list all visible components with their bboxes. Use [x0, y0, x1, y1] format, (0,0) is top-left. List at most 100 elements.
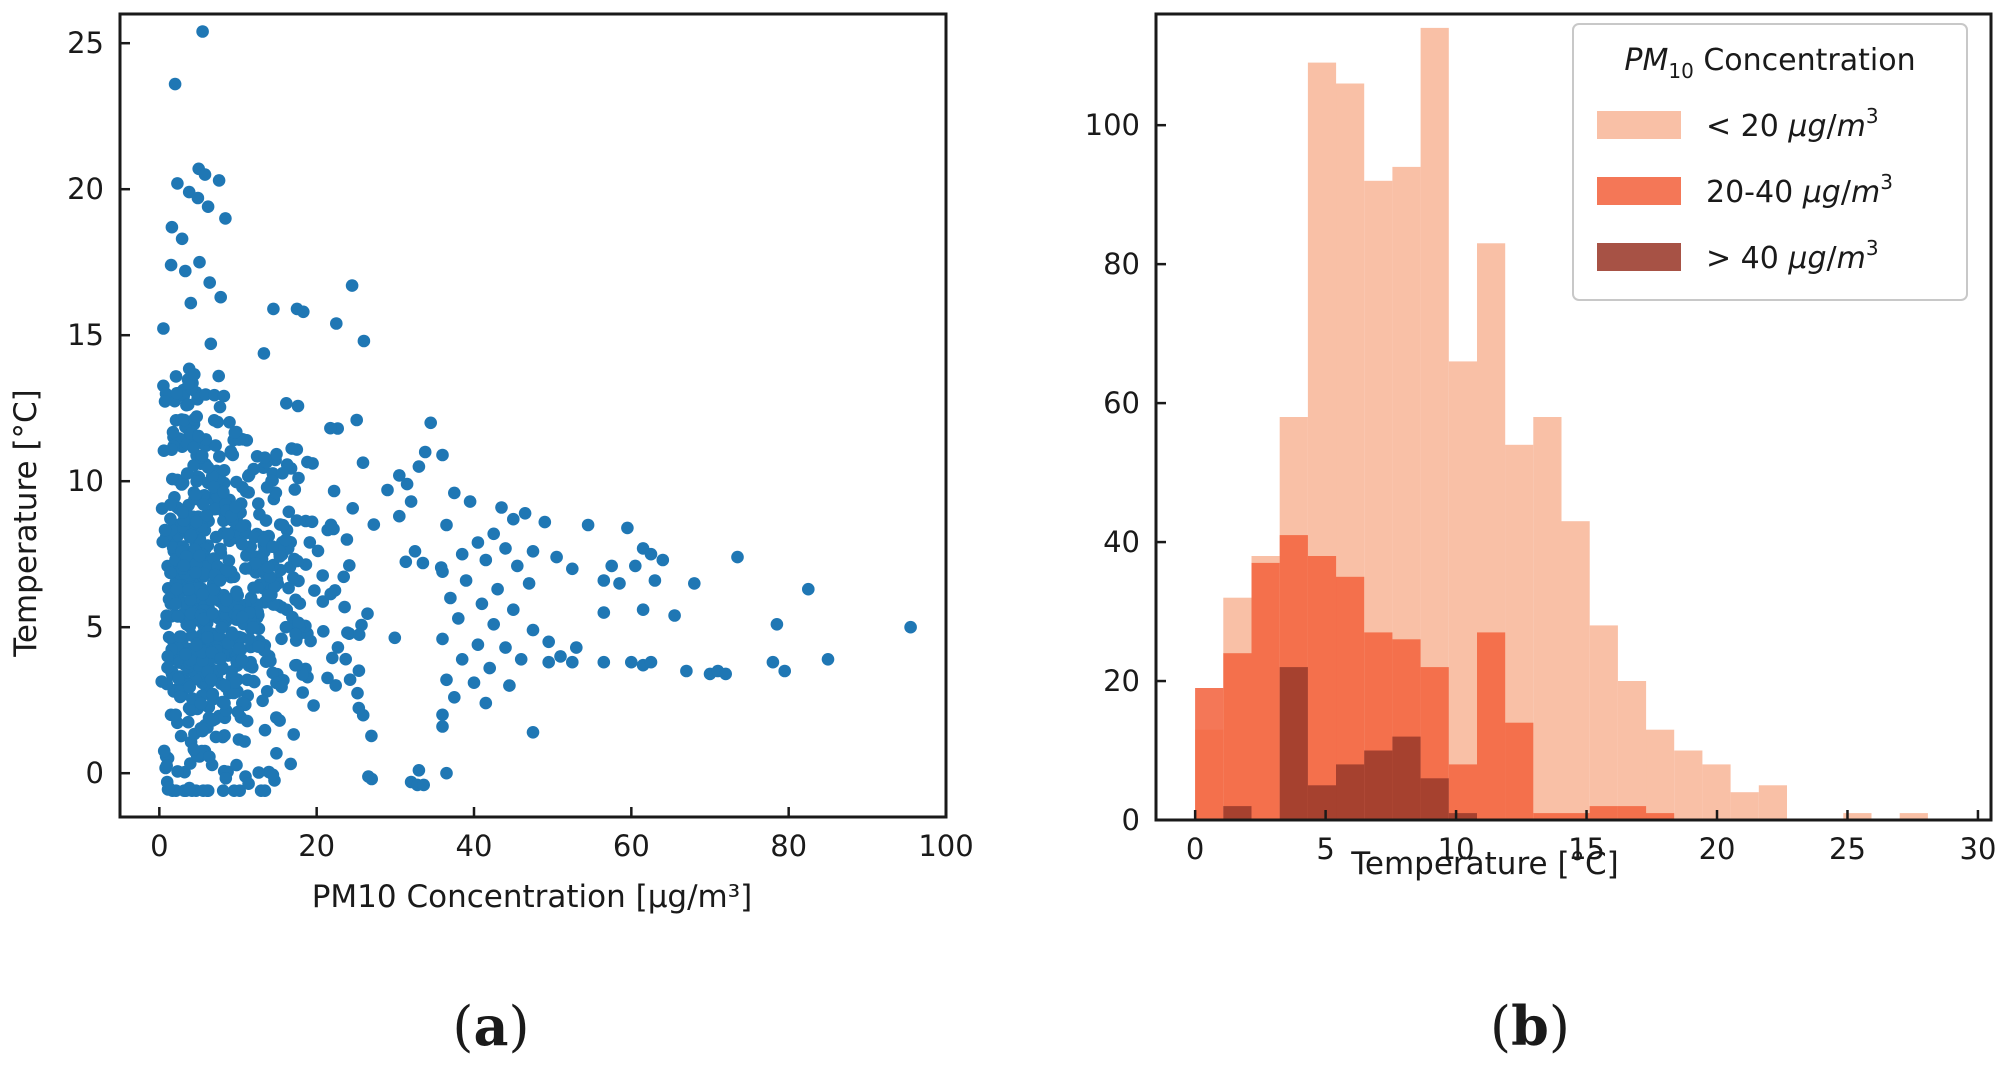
histogram-bar-mid	[1307, 556, 1337, 820]
scatter-y-tick-label: 10	[67, 464, 104, 498]
scatter-point	[171, 610, 185, 623]
scatter-point	[280, 397, 293, 410]
scatter-point	[404, 495, 418, 508]
histogram-bar-mid	[1223, 653, 1252, 820]
scatter-point	[289, 593, 302, 607]
scatter-point	[448, 486, 461, 500]
histogram-x-axis-label: Temperature [°C]	[1350, 846, 1619, 882]
scatter-point	[355, 618, 368, 632]
scatter-point	[317, 625, 330, 638]
scatter-point	[418, 445, 432, 459]
histogram-bar-mid	[1533, 813, 1562, 820]
scatter-point	[270, 447, 283, 461]
scatter-point	[241, 673, 254, 687]
scatter-point	[356, 456, 370, 470]
scatter-point	[542, 655, 555, 669]
scatter-point	[522, 577, 536, 590]
scatter-point	[507, 512, 520, 526]
histogram-bar-high	[1364, 750, 1393, 820]
scatter-point	[156, 535, 169, 549]
scatter-point	[209, 439, 222, 452]
scatter-point	[201, 200, 215, 213]
scatter-point	[417, 778, 431, 792]
scatter-point	[227, 686, 240, 700]
scatter-point	[236, 610, 249, 624]
scatter-point	[621, 521, 634, 535]
scatter-point	[291, 399, 305, 413]
scatter-point	[554, 650, 567, 663]
scatter-point	[282, 581, 295, 595]
scatter-point	[284, 757, 298, 771]
scatter-point	[341, 626, 354, 639]
scatter-point	[189, 566, 202, 579]
scatter-point	[479, 696, 493, 710]
legend-entry-mid: 20-40 μg/m3	[1706, 170, 1893, 210]
histogram-bar-low	[1674, 750, 1703, 820]
scatter-point	[290, 658, 303, 672]
scatter-point	[157, 322, 170, 335]
scatter-point	[257, 534, 270, 547]
scatter-point	[164, 512, 177, 526]
scatter-point	[189, 638, 203, 652]
scatter-point	[436, 565, 449, 578]
scatter-point	[326, 651, 339, 665]
scatter-point	[597, 655, 611, 669]
scatter-point	[157, 444, 171, 458]
scatter-point	[308, 584, 321, 597]
scatter-point	[188, 368, 201, 381]
scatter-point	[170, 582, 184, 596]
histogram-bar-low	[1730, 792, 1759, 820]
scatter-point	[597, 574, 611, 587]
scatter-point	[191, 191, 205, 205]
scatter-point	[170, 387, 183, 400]
scatter-point	[770, 618, 784, 631]
scatter-point	[357, 334, 371, 348]
histogram-bar-low	[1617, 681, 1647, 820]
scatter-point	[229, 500, 242, 514]
scatter-point	[187, 441, 200, 455]
scatter-point	[172, 672, 185, 685]
scatter-point	[168, 77, 182, 91]
scatter-point	[270, 747, 283, 760]
histogram-bar-low	[1646, 729, 1675, 820]
scatter-point	[184, 528, 198, 542]
histogram-x-tick-label: 0	[1186, 832, 1204, 866]
scatter-point	[201, 631, 214, 644]
scatter-point	[279, 533, 293, 547]
scatter-point	[518, 507, 532, 520]
scatter-point	[436, 720, 449, 733]
histogram-bar-mid	[1505, 722, 1534, 820]
scatter-point	[424, 416, 438, 430]
scatter-point	[250, 581, 264, 594]
scatter-point	[239, 562, 252, 575]
scatter-point	[436, 448, 449, 462]
scatter-point	[821, 653, 835, 666]
scatter-point	[258, 451, 272, 465]
scatter-point	[184, 593, 197, 606]
scatter-point	[350, 413, 364, 427]
scatter-point	[263, 570, 277, 584]
scatter-point	[324, 587, 338, 601]
scatter-point	[668, 609, 681, 622]
scatter-point	[257, 347, 271, 360]
scatter-point	[164, 498, 177, 512]
scatter-point	[766, 655, 780, 669]
scatter-point	[491, 582, 504, 596]
panel-label-b: (b)	[1490, 994, 1570, 1058]
histogram-bar-low	[1843, 813, 1872, 820]
scatter-point	[279, 620, 293, 634]
scatter-point	[352, 628, 366, 641]
scatter-point	[266, 666, 280, 680]
scatter-point	[644, 547, 658, 561]
scatter-point	[247, 462, 260, 476]
scatter-axes-frame	[118, 12, 948, 819]
scatter-point	[218, 679, 231, 692]
scatter-panel: 0 20 40 60 80 100 0 5 10 15 20 25 PM10 Concentrati…	[8, 12, 974, 915]
scatter-point	[331, 641, 345, 654]
histogram-bar-mid	[1617, 806, 1647, 820]
scatter-point	[164, 566, 177, 580]
scatter-point	[155, 675, 168, 688]
scatter-point	[644, 655, 658, 669]
scatter-x-tick-label: 20	[298, 829, 335, 863]
histogram-x-tick-label: 20	[1699, 832, 1736, 866]
